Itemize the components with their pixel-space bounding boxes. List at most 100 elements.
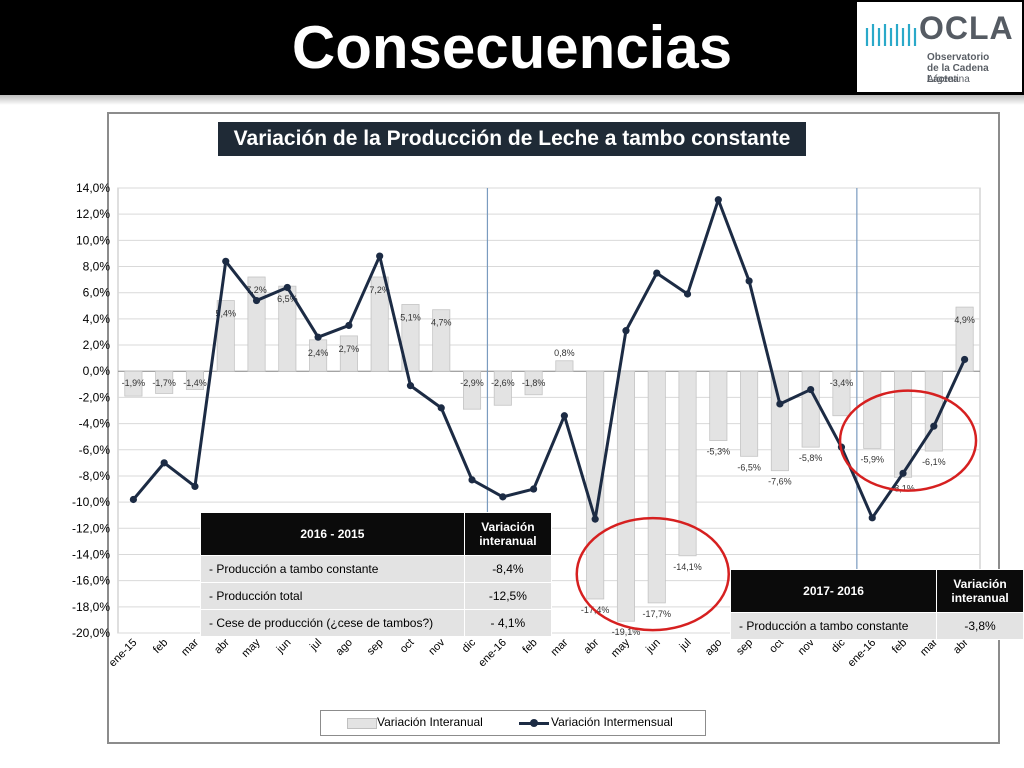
- line-point: [776, 400, 784, 408]
- highlight-circle: [838, 389, 978, 492]
- bar: [832, 370, 851, 417]
- line-point: [499, 493, 507, 501]
- x-tick-label: feb: [151, 637, 170, 656]
- table1-row-value: -8,4%: [463, 555, 553, 583]
- x-tick-label: may: [239, 636, 263, 660]
- x-tick-label: mar: [179, 636, 201, 658]
- bar-data-label: -14,1%: [673, 562, 702, 572]
- bar-data-label: -3,4%: [830, 378, 854, 388]
- y-tick-label: 6,0%: [83, 286, 111, 300]
- table-row: - Cese de producción (¿cese de tambos?) …: [200, 609, 553, 637]
- bar: [678, 370, 697, 557]
- line-point: [683, 290, 692, 298]
- chart-title: Variación de la Producción de Leche a ta…: [218, 122, 806, 156]
- bar: [647, 370, 666, 604]
- bar-data-label: 0,8%: [554, 348, 575, 358]
- legend-bar-label: Variación Interanual: [377, 715, 483, 729]
- x-tick-label: abr: [212, 636, 232, 656]
- bar: [770, 370, 789, 472]
- bar: [894, 370, 913, 478]
- line-point: [653, 269, 661, 277]
- bar-data-label: 4,9%: [954, 315, 975, 325]
- y-tick-label: -6,0%: [79, 443, 111, 457]
- bar: [801, 370, 820, 448]
- x-tick-label: oct: [398, 637, 417, 656]
- bar: [370, 276, 389, 372]
- x-tick-label: dic: [460, 636, 479, 655]
- table1-row-label: - Cese de producción (¿cese de tambos?): [200, 609, 465, 637]
- bar-data-label: 7,2%: [246, 285, 267, 295]
- table2-header-value: Variación interanual: [936, 569, 1024, 613]
- table-2017-2016: 2017- 2016 Variación interanual - Produc…: [729, 569, 1024, 640]
- logo-name: OCLA: [919, 10, 1014, 46]
- y-tick-label: -18,0%: [72, 600, 110, 614]
- table1-header-value-line1: Variación: [481, 520, 535, 534]
- line-point: [930, 422, 938, 430]
- y-tick-label: 0,0%: [83, 364, 111, 378]
- bar: [463, 370, 482, 410]
- x-tick-label: jul: [307, 637, 324, 654]
- line-point: [406, 382, 415, 390]
- x-tick-label: abr: [582, 636, 602, 656]
- bar-data-label: 5,4%: [215, 309, 236, 319]
- line-point: [899, 469, 907, 477]
- line-point: [868, 514, 876, 522]
- bar-data-label: 2,7%: [339, 344, 360, 354]
- y-tick-label: -2,0%: [79, 390, 111, 404]
- x-tick-label: ene-16: [476, 637, 509, 670]
- slide-title: Consecuencias: [291, 14, 733, 81]
- table-row: - Producción a tambo constante -3,8%: [729, 612, 1024, 640]
- bar-data-label: -17,7%: [642, 609, 671, 619]
- line-point: [222, 257, 230, 265]
- table2-header-period: 2017- 2016: [729, 569, 938, 613]
- bar: [216, 300, 235, 372]
- bar-data-label: 6,5%: [277, 294, 298, 304]
- legend-bar-swatch: [347, 718, 377, 729]
- line-point: [376, 252, 384, 260]
- bar-data-label: -2,9%: [460, 378, 484, 388]
- table1-row-label: - Producción a tambo constante: [200, 555, 465, 583]
- table1-header-value-line2: interanual: [479, 534, 537, 548]
- y-tick-label: 10,0%: [76, 233, 110, 247]
- bar: [740, 370, 759, 457]
- y-tick-label: 2,0%: [83, 338, 111, 352]
- y-tick-label: 8,0%: [83, 260, 111, 274]
- x-tick-label: may: [609, 636, 633, 660]
- legend-line-label: Variación Intermensual: [551, 715, 673, 729]
- line-point: [191, 482, 199, 491]
- bar-data-label: 5,1%: [400, 312, 421, 322]
- bar-data-label: -5,9%: [860, 454, 884, 464]
- title-shadow: [0, 95, 1024, 105]
- table1-header-value: Variación interanual: [463, 512, 553, 556]
- line-point: [437, 404, 445, 412]
- y-tick-label: -20,0%: [72, 626, 110, 640]
- bar: [493, 370, 512, 406]
- bar-data-label: -5,3%: [707, 447, 731, 457]
- x-tick-label: ene-16: [846, 637, 879, 670]
- title-bar: [0, 0, 1024, 95]
- line-point: [714, 196, 722, 204]
- bar: [616, 370, 635, 622]
- table-row: - Producción a tambo constante -8,4%: [200, 555, 553, 583]
- table1-row-label: - Producción total: [200, 582, 465, 610]
- legend-marker-icon: [530, 719, 538, 727]
- logo-line-1: Observatorio: [927, 52, 990, 63]
- bar: [555, 360, 574, 372]
- y-tick-label: -12,0%: [72, 521, 110, 535]
- bar: [339, 335, 358, 372]
- bar: [185, 370, 204, 390]
- line-point: [345, 321, 353, 330]
- bar-data-label: -19,1%: [612, 627, 641, 637]
- table-2016-2015: 2016 - 2015 Variación interanual - Produ…: [200, 512, 553, 637]
- logo-line-2: de la Cadena Láctea: [927, 63, 989, 85]
- ocla-logo: OCLA Observatorio de la Cadena Láctea Ar…: [857, 2, 1022, 92]
- line-point: [468, 476, 476, 484]
- line-point: [961, 355, 969, 364]
- line-point: [252, 296, 261, 305]
- chart-legend: Variación Interanual Variación Intermens…: [320, 710, 706, 736]
- table2-row-label: - Producción a tambo constante: [729, 612, 938, 640]
- x-tick-label: mar: [549, 636, 571, 658]
- table2-header-value-line1: Variación: [953, 577, 1007, 591]
- bar-data-label: -1,4%: [183, 378, 207, 388]
